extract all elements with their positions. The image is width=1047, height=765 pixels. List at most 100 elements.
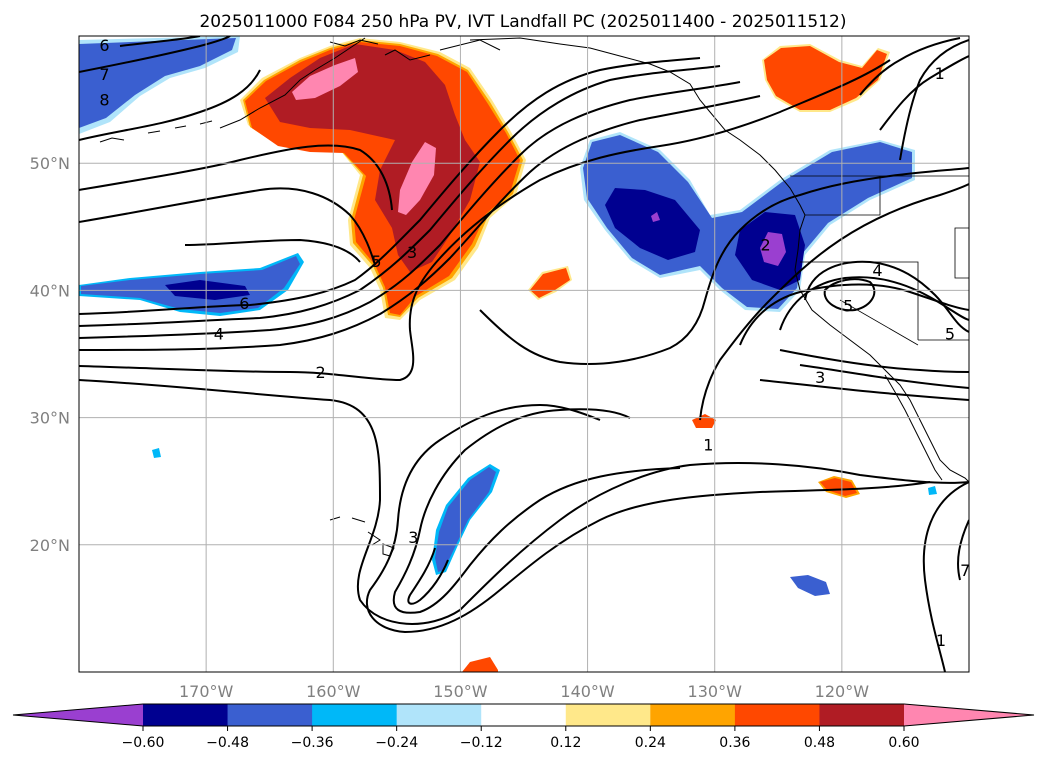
pv-contour-1-south (922, 481, 969, 672)
lat-tick-label: 30°N (30, 409, 70, 428)
contour-label: 6 (239, 294, 249, 313)
map-frame (78, 35, 970, 673)
borders (790, 175, 969, 346)
coastlines (99, 37, 969, 557)
colorbar-tick-label: 0.24 (635, 735, 666, 751)
contour-label: 1 (936, 631, 946, 650)
pv-contour-north-3 (184, 238, 361, 263)
colorbar-segment (312, 704, 398, 726)
pv-contour-east-5 (823, 278, 876, 312)
pv-contour-east-3-south (779, 349, 969, 373)
pv-contour-east-3b (739, 283, 969, 346)
contour-label: 5 (945, 325, 955, 344)
contour-label: 3 (408, 528, 418, 547)
baja-coast (884, 374, 943, 481)
colorbar-segment (481, 704, 567, 726)
colorbar-extend-low (13, 704, 143, 726)
pv-contour-east-3 (779, 276, 969, 331)
aleutian-islands (99, 120, 213, 143)
colorbar-tick-label: −0.36 (291, 735, 334, 751)
contour-label: 4 (872, 261, 882, 280)
colorbar-segment (565, 704, 651, 726)
graticule (79, 36, 969, 672)
pv-contour-east-lower (759, 379, 969, 401)
colorbar-tick-label: −0.24 (375, 735, 418, 751)
warm-region-alaska-core (764, 46, 887, 110)
pv-contour-east-1 (899, 39, 969, 161)
colorbar: −0.60 −0.48 −0.36 −0.24 −0.12 0.12 0.24 0.36 0.4… (12, 703, 1035, 751)
pv-contour-3-west (79, 95, 761, 351)
contour-label: 1 (703, 435, 713, 454)
figure-title: 2025011000 F084 250 hPa PV, IVT Landfall… (199, 12, 846, 32)
pv-contour-5 (79, 65, 721, 327)
contour-label: 8 (99, 91, 109, 110)
warm-region-small-3-core (820, 478, 857, 496)
pv-contour-trough-1 (365, 403, 931, 634)
contour-label: 6 (99, 36, 109, 55)
colorbar-tick-label: 0.60 (888, 735, 919, 751)
lat-tick-label: 50°N (30, 154, 70, 173)
blue-region-purple-core (760, 232, 786, 266)
pv-contour-north-2 (79, 187, 376, 266)
colorbar-tick-label: 0.36 (719, 735, 750, 751)
pv-contour-east-2 (799, 364, 969, 389)
colorbar-tick-label: −0.60 (122, 735, 165, 751)
colorbar-segment (819, 704, 905, 726)
pv-contour-6-north (119, 36, 201, 47)
contour-label: 5 (843, 297, 853, 316)
lat-tick-label: 40°N (30, 281, 70, 300)
colorbar-tick-label: 0.48 (804, 735, 835, 751)
colorbar-segment (143, 704, 229, 726)
colorbar-extend-high (904, 704, 1034, 726)
colorbar-segment (734, 704, 820, 726)
contour-label: 5 (371, 252, 381, 271)
pv-contour-2-inner (79, 379, 969, 625)
blue-region-northeast-center-west (605, 188, 700, 260)
pv-contour-ridge-1 (479, 167, 969, 365)
pv-contour-sw-corner (957, 519, 969, 581)
lon-tick-label: 120°W (815, 682, 870, 701)
contour-label: 3 (407, 243, 417, 262)
warm-region-small-4 (462, 657, 498, 672)
pv-contour-trough-3 (407, 547, 449, 605)
colorbar-tick-label: −0.48 (206, 735, 249, 751)
lon-tick-label: 150°W (433, 682, 488, 701)
colorbar-segment (227, 704, 313, 726)
colorbar-segment (650, 704, 736, 726)
contour-label: 7 (960, 561, 970, 580)
pv-contour-6 (79, 57, 701, 315)
pv-contour-north-1 (79, 144, 393, 211)
pv-contours (79, 36, 969, 672)
blue-region-purple-dot (651, 212, 660, 222)
alaska-coast (219, 37, 806, 216)
contour-label: 4 (214, 325, 224, 344)
blue-region-dot-mexico (928, 486, 937, 495)
pv-contour-4 (79, 81, 741, 339)
pv-contour-east-4 (804, 260, 969, 333)
lon-tick-label: 170°W (179, 682, 234, 701)
state-borders-west (800, 176, 969, 346)
lat-tick-label: 20°N (30, 536, 70, 555)
colorbar-tick-label: −0.12 (460, 735, 503, 751)
hawaii-islands (329, 516, 395, 557)
lat-tick-labels: 50°N 40°N 30°N 20°N (30, 154, 70, 555)
pv-contour-ridge-2 (699, 183, 969, 421)
warm-region-pink-north (292, 58, 358, 100)
pv-contour-2 (79, 59, 891, 382)
pv-contour-7 (79, 36, 231, 73)
contour-label: 2 (760, 236, 770, 255)
blue-region-northwest-core (79, 38, 236, 128)
lon-tick-labels: 170°W 160°W 150°W 140°W 130°W 120°W (179, 682, 869, 701)
west-coast (794, 214, 969, 483)
lon-tick-label: 130°W (688, 682, 743, 701)
blue-region-dot-hawaii (152, 448, 161, 458)
pv-contour-east-1c (859, 37, 961, 96)
warm-region-pink-south (398, 142, 436, 215)
contour-label: 7 (99, 65, 109, 84)
contour-label: 3 (815, 368, 825, 387)
blue-region-south-small (790, 575, 830, 596)
blue-region-subtropical-streak-core (435, 467, 496, 572)
